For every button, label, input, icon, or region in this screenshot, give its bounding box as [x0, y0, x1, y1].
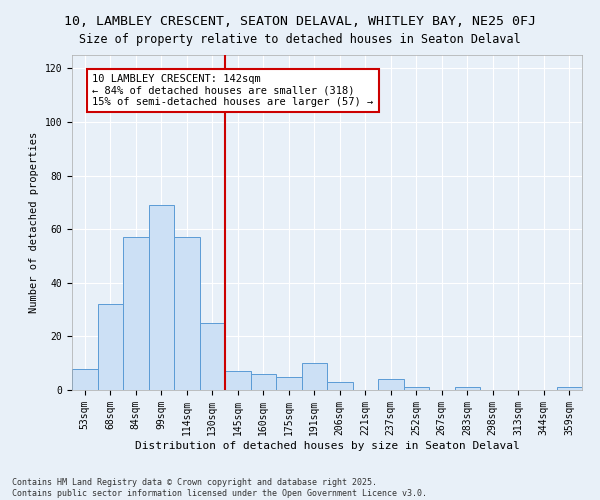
Bar [404, 388, 429, 390]
Bar [378, 380, 404, 390]
Bar [97, 304, 123, 390]
X-axis label: Distribution of detached houses by size in Seaton Delaval: Distribution of detached houses by size … [134, 440, 520, 450]
Bar [225, 371, 251, 390]
Bar [174, 237, 199, 390]
Y-axis label: Number of detached properties: Number of detached properties [29, 132, 39, 313]
Text: 10 LAMBLEY CRESCENT: 142sqm
← 84% of detached houses are smaller (318)
15% of se: 10 LAMBLEY CRESCENT: 142sqm ← 84% of det… [92, 74, 374, 107]
Text: Size of property relative to detached houses in Seaton Delaval: Size of property relative to detached ho… [79, 32, 521, 46]
Bar [72, 368, 97, 390]
Text: Contains HM Land Registry data © Crown copyright and database right 2025.
Contai: Contains HM Land Registry data © Crown c… [12, 478, 427, 498]
Bar [327, 382, 353, 390]
Bar [123, 237, 149, 390]
Text: 10, LAMBLEY CRESCENT, SEATON DELAVAL, WHITLEY BAY, NE25 0FJ: 10, LAMBLEY CRESCENT, SEATON DELAVAL, WH… [64, 15, 536, 28]
Bar [251, 374, 276, 390]
Bar [455, 388, 480, 390]
Bar [302, 363, 327, 390]
Bar [276, 376, 302, 390]
Bar [149, 205, 174, 390]
Bar [199, 323, 225, 390]
Bar [557, 388, 582, 390]
